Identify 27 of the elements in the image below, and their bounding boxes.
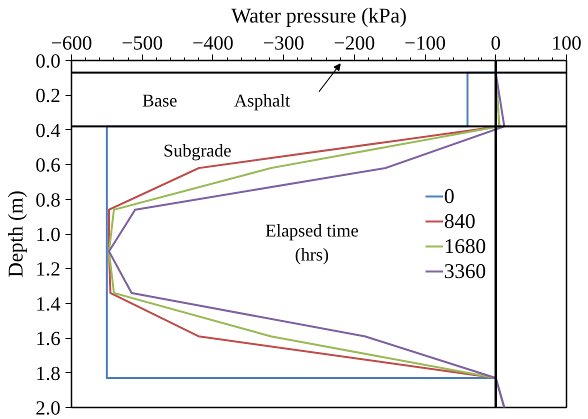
x-axis-title: Water pressure (kPa)	[231, 4, 407, 28]
y-tick-label: 1.8	[36, 362, 60, 385]
y-tick-label: 1.4	[36, 293, 60, 316]
legend-label: 3360	[444, 258, 486, 284]
y-tick-label: 0.2	[36, 85, 60, 108]
annotation: Base	[142, 90, 178, 110]
y-tick-label: 0.4	[36, 120, 60, 142]
annotation: Asphalt	[234, 90, 290, 110]
legend-label: 840	[444, 208, 476, 234]
y-tick-label: 1.2	[36, 258, 60, 281]
x-tick-label: 100	[552, 32, 582, 54]
y-tick-label: 0.8	[36, 189, 60, 212]
x-tick-label: −200	[334, 32, 375, 54]
legend-title: Elapsed time (hrs)	[265, 220, 359, 265]
y-axis-title: Depth (m)	[4, 190, 28, 278]
legend-label: 1680	[444, 234, 486, 258]
annotation: Subgrade	[163, 140, 232, 161]
x-tick-label: −400	[192, 32, 234, 54]
legend-label: 0	[444, 184, 456, 208]
y-tick-label: 1.6	[36, 328, 60, 350]
x-tick-label: 0	[490, 32, 501, 54]
y-tick-label: 0.6	[36, 154, 60, 177]
y-tick-label: 1.0	[36, 224, 60, 246]
x-tick-label: −300	[263, 32, 304, 54]
y-tick-label: 2.0	[36, 398, 60, 419]
x-tick-label: −100	[404, 32, 446, 54]
x-tick-label: −500	[122, 32, 163, 54]
